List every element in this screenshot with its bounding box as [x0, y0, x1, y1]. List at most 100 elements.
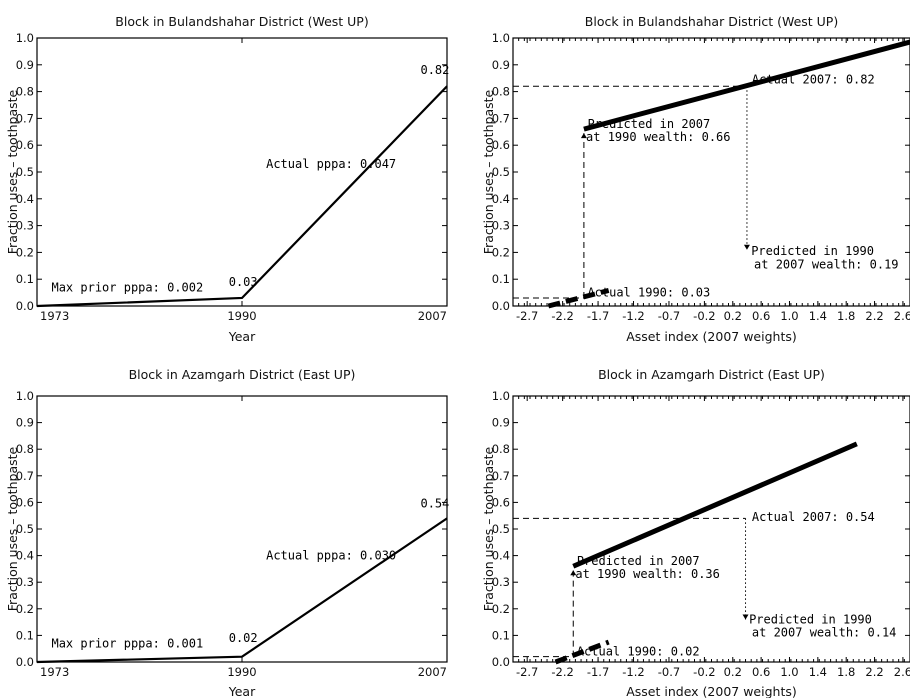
br-xtick-label: 1.8 [837, 665, 855, 679]
tr-xtick-label: -0.7 [658, 309, 680, 323]
tr-xtick-label: 1.8 [837, 309, 855, 323]
br-arrow-predicted-2007 [570, 570, 577, 576]
tl-ytick-label: 1.0 [16, 31, 34, 45]
tr-arrow-predicted-2007 [580, 133, 587, 139]
tl-xtick-label: 1973 [40, 309, 69, 323]
br-xtick-label: 2.2 [865, 665, 883, 679]
bl-plot-frame [36, 395, 448, 663]
tr-xtick-label: -2.7 [516, 309, 538, 323]
br-ytick-label: 1.0 [492, 389, 510, 403]
tr-xtick-label: -2.2 [551, 309, 573, 323]
tr-annotation: Predicted in 1990 [751, 244, 874, 258]
tr-ytick-label: 0.3 [492, 219, 510, 233]
tl-ytick-label: 0.9 [16, 58, 34, 72]
br-xtick-label: -2.7 [516, 665, 538, 679]
tr-ytick-label: 0.0 [492, 299, 510, 313]
tr-xtick-label: 1.4 [809, 309, 827, 323]
tr-xtick-label: 0.2 [724, 309, 742, 323]
tl-annotation: Actual pppa: 0.047 [266, 157, 396, 171]
tl-annotation: Max prior pppa: 0.002 [51, 280, 203, 294]
tr-xtick-label: -1.7 [587, 309, 609, 323]
tl-ytick-label: 0.5 [16, 165, 34, 179]
tl-ytick-label: 0.3 [16, 219, 34, 233]
bl-data-line [36, 517, 448, 664]
tr-ytick-label: 0.7 [492, 111, 510, 125]
bl-xtick-label: 1973 [40, 665, 69, 679]
tr-annotation: at 2007 wealth: 0.19 [754, 257, 899, 271]
br-ylabel: Fraction uses – toothpaste [481, 446, 496, 611]
tl-xtick-label: 2007 [418, 309, 447, 323]
br-xlabel: Asset index (2007 weights) [626, 684, 797, 698]
br-title: Block in Azamgarh District (East UP) [598, 367, 825, 382]
tr-series-solid [583, 39, 910, 132]
tl-title: Block in Bulandshahar District (West UP) [115, 14, 368, 29]
bl-annotation: Actual pppa: 0.030 [266, 549, 396, 563]
br-xtick-label: 2.6 [894, 665, 910, 679]
tl-ytick-label: 0.4 [16, 192, 34, 206]
br-ytick-label: 0.1 [492, 628, 510, 642]
bl-annotation: 0.02 [229, 631, 258, 645]
tr-ytick-label: 0.5 [492, 165, 510, 179]
tr-ytick-label: 1.0 [492, 31, 510, 45]
tr-annotation: at 1990 wealth: 0.66 [586, 130, 731, 144]
bl-ytick-label: 0.8 [16, 442, 34, 456]
tr-ytick-label: 0.2 [492, 245, 510, 259]
br-xtick-label: -2.2 [551, 665, 573, 679]
br-annotation: at 1990 wealth: 0.36 [575, 567, 720, 581]
br-xtick-label: -1.2 [622, 665, 644, 679]
bl-ylabel: Fraction uses – toothpaste [5, 446, 20, 611]
bl-annotation: Max prior pppa: 0.001 [51, 636, 203, 650]
tl-ytick-label: 0.1 [16, 272, 34, 286]
bl-ytick-label: 0.1 [16, 628, 34, 642]
tr-xtick-label: 0.6 [752, 309, 770, 323]
tr-series-dashed [547, 288, 610, 309]
tl-annotation: 0.03 [229, 275, 258, 289]
bl-ytick-label: 0.0 [16, 655, 34, 669]
tr-arrow-predicted-1990 [743, 244, 750, 250]
bl-ytick-label: 0.7 [16, 469, 34, 483]
br-ytick-label: 0.2 [492, 602, 510, 616]
tr-annotation: Predicted in 2007 [587, 117, 710, 131]
tr-ytick-label: 0.8 [492, 85, 510, 99]
bl-xtick-label: 1990 [227, 665, 256, 679]
br-xtick-label: -0.7 [658, 665, 680, 679]
br-arrow-predicted-1990 [742, 614, 749, 620]
bl-ytick-label: 0.9 [16, 416, 34, 430]
bl-ytick-label: 1.0 [16, 389, 34, 403]
tl-annotation: 0.82 [420, 63, 449, 77]
tr-ytick-label: 0.4 [492, 192, 510, 206]
tr-annotation: Actual 1990: 0.03 [587, 286, 710, 300]
tl-plot-frame [36, 37, 448, 307]
bl-title: Block in Azamgarh District (East UP) [129, 367, 356, 382]
br-xtick-label: 1.4 [809, 665, 827, 679]
br-ytick-label: 0.4 [492, 549, 510, 563]
br-xtick-label: -0.2 [693, 665, 715, 679]
tr-xtick-label: 2.6 [894, 309, 910, 323]
bl-ytick-label: 0.4 [16, 549, 34, 563]
tr-xtick-label: -1.2 [622, 309, 644, 323]
tr-xlabel: Asset index (2007 weights) [626, 329, 797, 344]
br-plot-frame [512, 395, 910, 663]
br-xtick-label: 0.2 [724, 665, 742, 679]
tl-ytick-label: 0.2 [16, 245, 34, 259]
br-xtick-label: 1.0 [780, 665, 798, 679]
tl-data-line [36, 85, 448, 308]
br-ytick-label: 0.9 [492, 416, 510, 430]
br-series-solid [572, 441, 858, 569]
bl-ytick-label: 0.2 [16, 602, 34, 616]
bl-annotation: 0.54 [420, 497, 449, 511]
tr-annotation: Actual 2007: 0.82 [752, 73, 875, 87]
tr-xtick-label: 2.2 [865, 309, 883, 323]
br-ytick-label: 0.5 [492, 522, 510, 536]
tl-xlabel: Year [228, 329, 256, 344]
br-ytick-label: 0.8 [492, 442, 510, 456]
tl-ytick-label: 0.6 [16, 138, 34, 152]
tr-ytick-label: 0.6 [492, 138, 510, 152]
bl-ytick-label: 0.5 [16, 522, 34, 536]
bl-xtick-label: 2007 [418, 665, 447, 679]
br-annotation: Predicted in 1990 [749, 612, 872, 626]
br-ytick-label: 0.3 [492, 575, 510, 589]
tr-title: Block in Bulandshahar District (West UP) [585, 14, 838, 29]
tr-ylabel: Fraction uses – toothpaste [481, 89, 496, 254]
